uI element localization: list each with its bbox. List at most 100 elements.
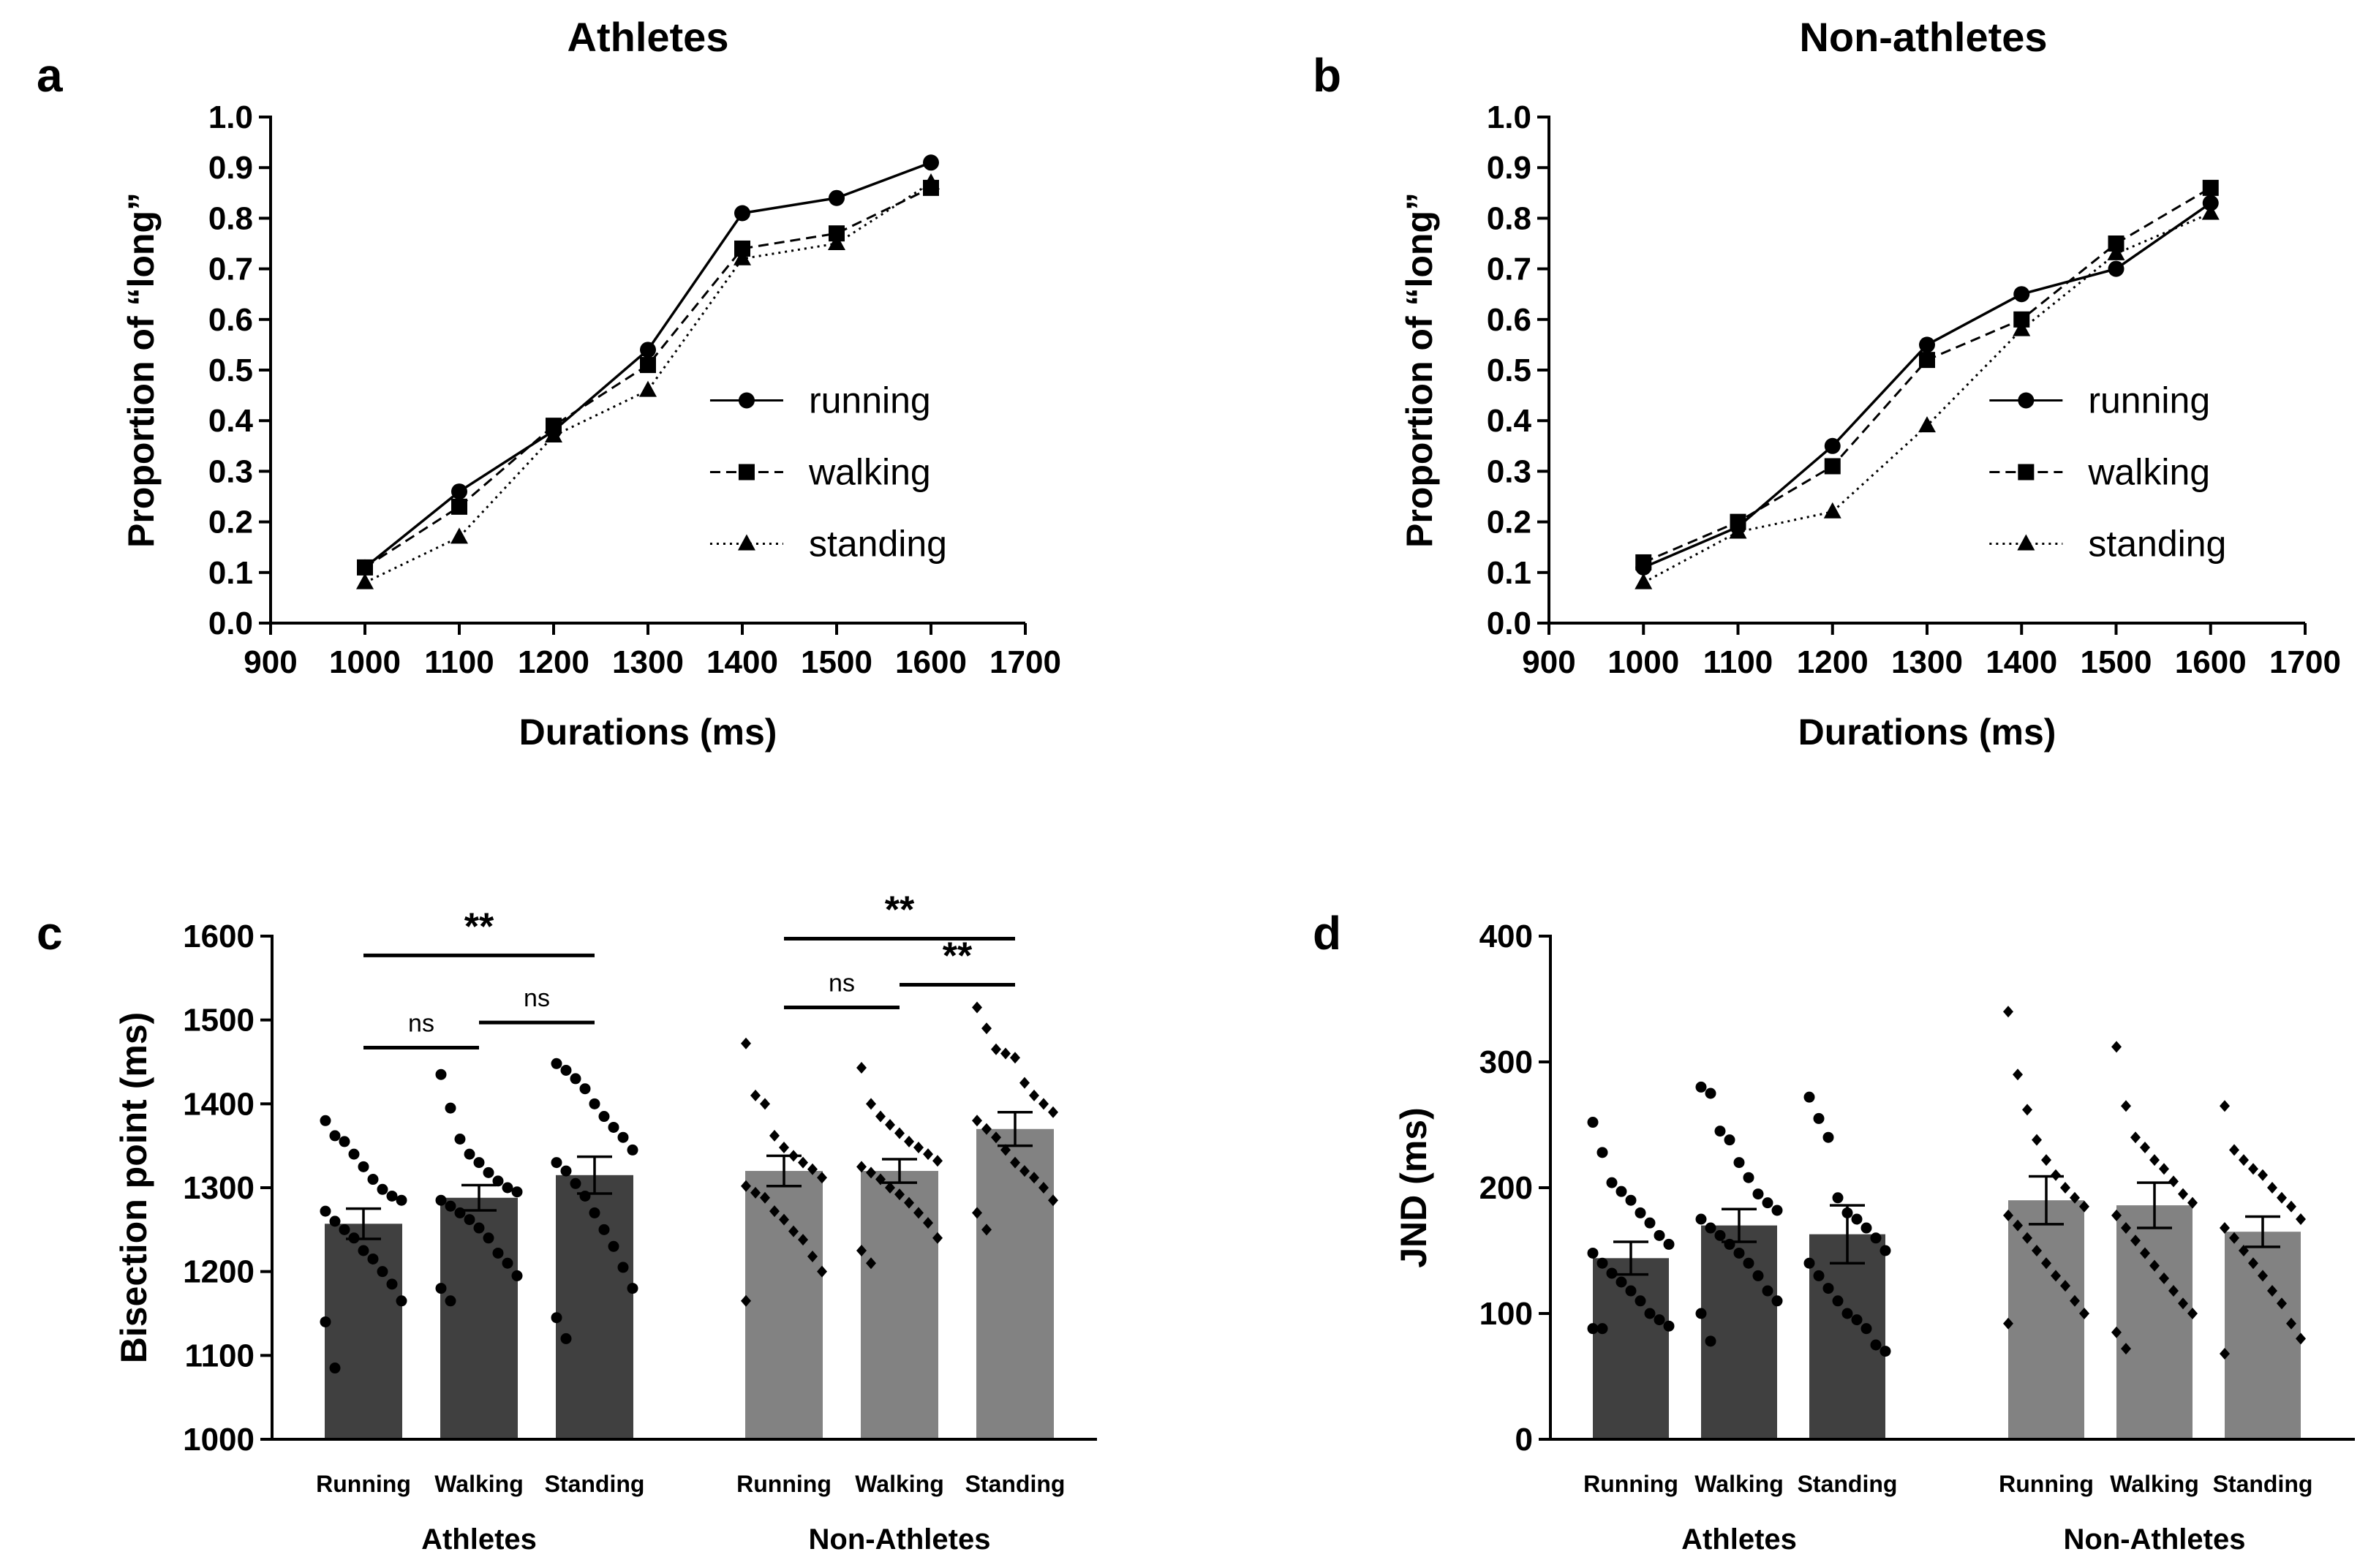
legend-marker-walking — [2018, 464, 2035, 480]
data-point — [2121, 1222, 2131, 1235]
data-point — [1029, 1172, 1039, 1184]
y-tick-label: 0.2 — [1487, 505, 1531, 540]
data-point — [2258, 1169, 2268, 1181]
data-point — [866, 1098, 876, 1110]
data-point — [981, 1022, 992, 1035]
data-point — [1029, 1089, 1039, 1101]
x-tick-label: 1200 — [518, 644, 589, 680]
data-point — [2187, 1308, 2198, 1319]
data-point-standing — [1823, 502, 1841, 519]
data-point — [856, 1245, 867, 1256]
data-point — [396, 1194, 407, 1206]
significance-label: ** — [464, 905, 494, 948]
data-point — [1771, 1205, 1783, 1216]
data-point-running — [2013, 286, 2030, 303]
data-point — [2111, 1209, 2122, 1221]
data-point — [1625, 1194, 1637, 1206]
data-point — [511, 1186, 523, 1198]
data-point — [627, 1283, 638, 1294]
legend-label-standing: standing — [2088, 524, 2226, 565]
data-point — [358, 1245, 369, 1256]
data-point — [1771, 1295, 1783, 1307]
data-point — [560, 1064, 572, 1076]
series-line-walking — [1643, 186, 2212, 564]
data-point — [2003, 1209, 2013, 1221]
x-tick-label: 1300 — [1891, 644, 1963, 680]
data-point — [1752, 1270, 1764, 1281]
data-point — [473, 1222, 485, 1234]
data-point — [1596, 1323, 1608, 1335]
x-tick-label: 1700 — [2269, 644, 2341, 680]
data-point — [856, 1161, 867, 1173]
data-point — [1644, 1308, 1656, 1319]
data-point — [788, 1225, 799, 1237]
data-point — [435, 1283, 447, 1294]
data-point — [760, 1098, 770, 1110]
data-point — [1663, 1320, 1675, 1332]
y-tick-label: 300 — [1479, 1044, 1533, 1080]
data-point — [1019, 1165, 1030, 1177]
data-point — [435, 1068, 447, 1080]
data-point — [445, 1102, 456, 1114]
data-point — [2267, 1182, 2277, 1194]
legend-marker-running — [738, 392, 755, 409]
data-point — [1752, 1188, 1764, 1200]
data-point — [579, 1190, 591, 1202]
data-point — [454, 1207, 466, 1218]
y-tick-label: 0 — [1515, 1422, 1533, 1458]
data-point — [2130, 1235, 2141, 1247]
group-label: Athletes — [421, 1523, 537, 1556]
data-point-standing — [356, 573, 374, 589]
data-point — [2149, 1259, 2160, 1272]
data-point — [741, 1294, 751, 1307]
category-label: Walking — [1694, 1471, 1783, 1497]
legend-label-walking: walking — [2087, 452, 2210, 493]
category-label: Standing — [1798, 1471, 1898, 1497]
data-point — [769, 1205, 780, 1218]
data-point — [798, 1156, 808, 1169]
x-tick-label: 1400 — [1986, 644, 2057, 680]
data-point — [1695, 1213, 1707, 1225]
y-tick-label: 0.5 — [1487, 353, 1531, 388]
significance-label: ns — [524, 984, 550, 1012]
x-tick-label: 900 — [244, 644, 297, 680]
y-tick-label: 1300 — [183, 1170, 255, 1206]
data-point — [502, 1182, 513, 1194]
data-point — [483, 1232, 494, 1244]
data-point — [2140, 1247, 2150, 1259]
bar-Non-Athletes-Running — [2008, 1200, 2084, 1439]
data-point — [2060, 1182, 2070, 1194]
y-tick-label: 0.6 — [1487, 302, 1531, 338]
data-point — [1880, 1245, 1891, 1256]
y-tick-label: 0.9 — [1487, 150, 1531, 186]
data-point — [2159, 1163, 2169, 1175]
data-point — [473, 1157, 485, 1169]
data-point — [367, 1253, 379, 1264]
data-point-standing — [639, 380, 657, 397]
x-tick-label: 900 — [1522, 644, 1575, 680]
y-tick-label: 1400 — [183, 1086, 255, 1122]
data-point — [445, 1200, 456, 1212]
data-point — [1705, 1088, 1716, 1099]
data-point — [1880, 1346, 1891, 1357]
data-point — [551, 1312, 562, 1324]
y-tick-label: 0.1 — [1487, 555, 1531, 591]
data-point-standing — [2013, 320, 2031, 336]
data-point-running — [829, 189, 845, 206]
data-point — [2022, 1104, 2032, 1116]
data-point — [866, 1166, 876, 1179]
data-point — [894, 1127, 905, 1139]
data-point — [2296, 1333, 2306, 1345]
data-point-walking — [1635, 554, 1652, 570]
data-point — [885, 1182, 895, 1194]
bar-Athletes-Standing — [556, 1175, 633, 1439]
data-point — [2149, 1154, 2160, 1166]
data-point — [1048, 1194, 1058, 1207]
data-point-standing — [450, 527, 468, 544]
significance-label: ** — [943, 935, 973, 978]
data-point — [807, 1163, 818, 1175]
chart-title: Non-athletes — [1799, 14, 2047, 60]
data-point — [2051, 1270, 2061, 1282]
y-tick-label: 1.0 — [208, 99, 253, 135]
